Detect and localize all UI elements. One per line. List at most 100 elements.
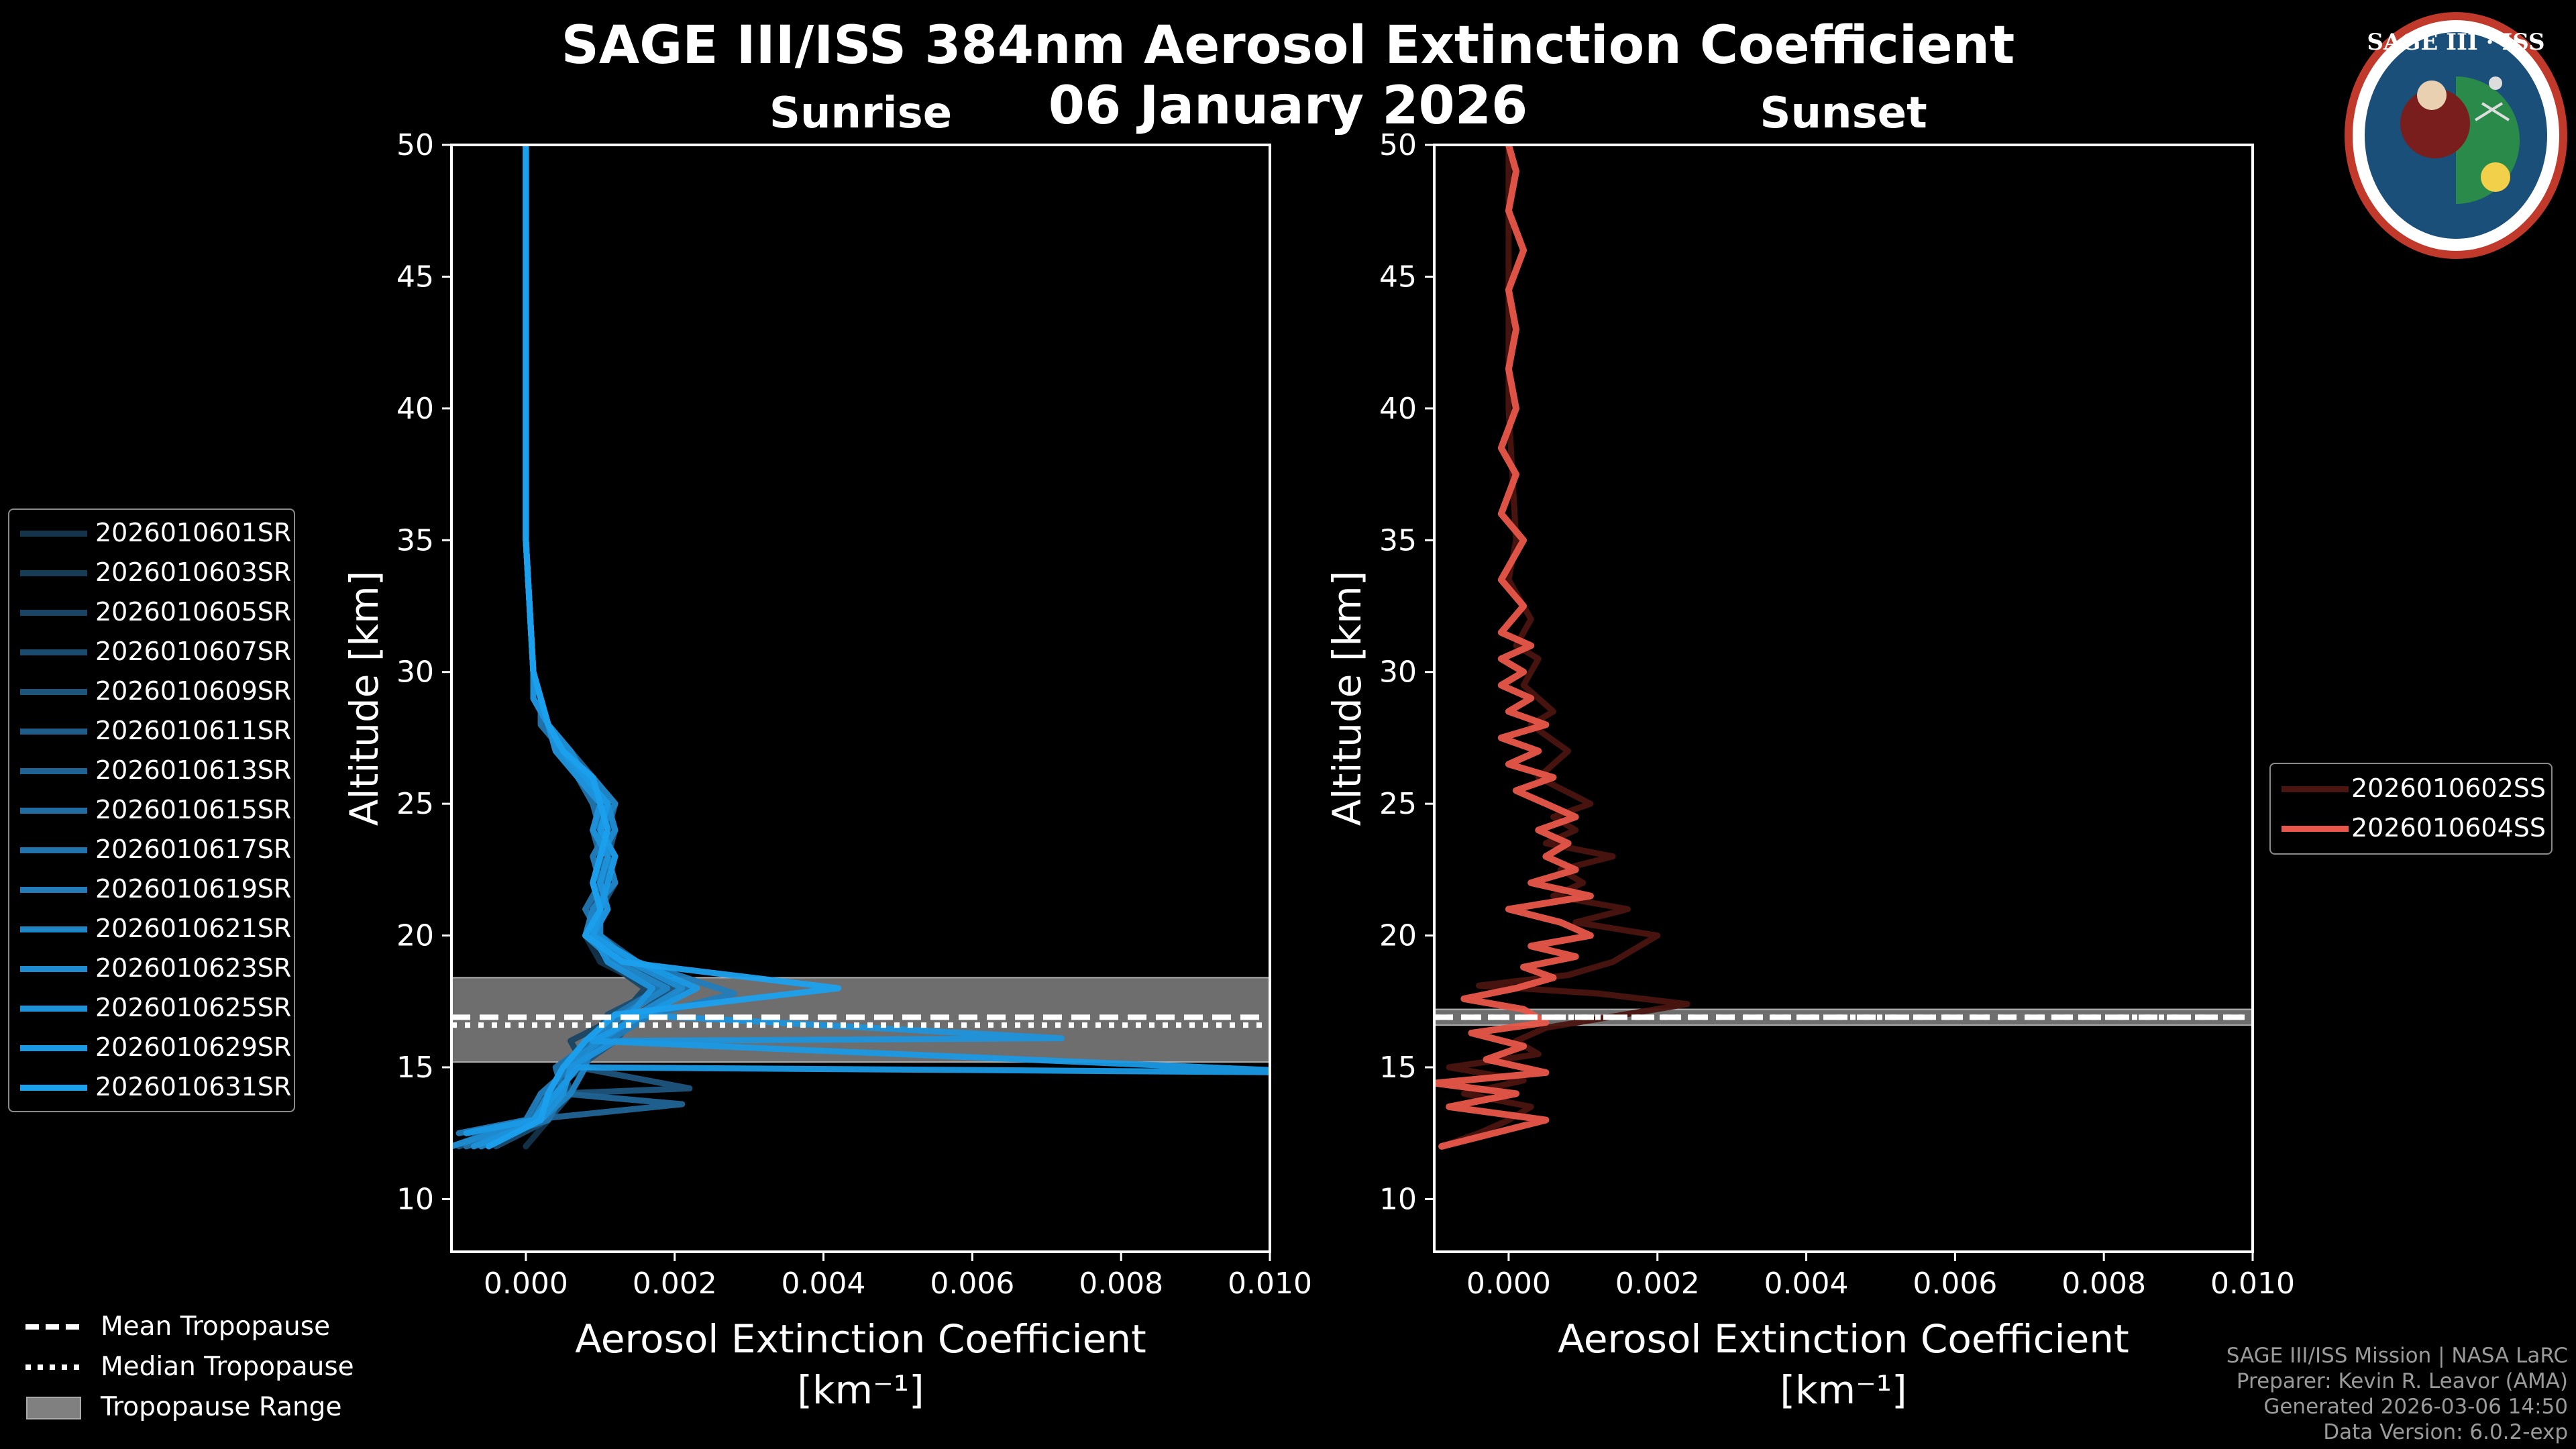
sunset-xtick-label-0: 0.000 [1466, 1267, 1551, 1301]
legend-swatch-2026010611SR [20, 729, 87, 735]
tropopause-range-label: Tropopause Range [101, 1392, 342, 1422]
sunrise-xtick-label-4: 0.008 [1079, 1267, 1163, 1301]
sunset-title: Sunset [1760, 89, 1927, 138]
sunrise-ylabel: Altitude [km] [341, 571, 387, 826]
legend-swatch-2026010621SR [20, 926, 87, 932]
legend-label-2026010603SR: 2026010603SR [95, 557, 292, 587]
sunset-ytick-label-45: 45 [1379, 260, 1417, 294]
mean-tropopause-label: Mean Tropopause [101, 1311, 331, 1342]
legend-label-2026010625SR: 2026010625SR [95, 993, 292, 1022]
credit-generated: Generated 2026-03-06 14:50 [2263, 1395, 2568, 1419]
median-tropopause-swatch [25, 1364, 82, 1370]
legend-entry-2026010609SR: 2026010609SR [9, 672, 294, 711]
legend-label-2026010604SS: 2026010604SS [2351, 813, 2546, 843]
legend-label-2026010611SR: 2026010611SR [95, 716, 292, 745]
sunset-xtick-label-4: 0.008 [2061, 1267, 2146, 1301]
sunset-xtick-label-5: 0.010 [2210, 1267, 2295, 1301]
sunrise-legend: 2026010601SR 2026010603SR 2026010605SR 2026… [8, 508, 295, 1112]
sunset-ylabel: Altitude [km] [1324, 571, 1370, 826]
sunrise-xtick-label-0: 0.000 [484, 1267, 568, 1301]
credits: SAGE III/ISS Mission | NASA LaRC Prepare… [2226, 1343, 2568, 1445]
legend-swatch-2026010609SR [20, 689, 87, 695]
sunrise-xlabel: Aerosol Extinction Coefficient [575, 1316, 1146, 1362]
sunrise-xtick-label-3: 0.006 [930, 1267, 1014, 1301]
sunset-axes-frame [1433, 144, 2254, 1253]
sunset-ytick-label-40: 40 [1379, 392, 1417, 426]
chart-title: SAGE III/ISS 384nm Aerosol Extinction Co… [561, 15, 2015, 76]
sunrise-ytick-label-15: 15 [396, 1051, 434, 1085]
credit-mission: SAGE III/ISS Mission | NASA LaRC [2226, 1344, 2568, 1368]
sunrise-series-2026010631SR [486, 145, 842, 1150]
sunrise-xtick-label-5: 0.010 [1228, 1267, 1312, 1301]
sunset-xtick-label-3: 0.006 [1913, 1267, 1997, 1301]
sunset-ytick-label-10: 10 [1379, 1182, 1417, 1216]
sunrise-xunit: [km⁻¹] [797, 1367, 924, 1413]
sunset-xtick-label-2: 0.004 [1764, 1267, 1849, 1301]
legend-label-2026010617SR: 2026010617SR [95, 835, 292, 864]
median-tropopause-label: Median Tropopause [101, 1352, 354, 1382]
legend-label-2026010621SR: 2026010621SR [95, 914, 292, 943]
legend-swatch-2026010607SR [20, 649, 87, 655]
sunrise-xtick-label-1: 0.002 [633, 1267, 717, 1301]
legend-entry-2026010613SR: 2026010613SR [9, 751, 294, 790]
legend-label-2026010631SR: 2026010631SR [95, 1072, 292, 1102]
sunset-ytick-label-15: 15 [1379, 1051, 1417, 1085]
legend-entry-2026010604SS: 2026010604SS [2271, 808, 2551, 848]
legend-label-2026010602SS: 2026010602SS [2351, 773, 2546, 803]
legend-entry-2026010601SR: 2026010601SR [9, 513, 294, 553]
sunrise-ytick-label-40: 40 [396, 392, 434, 426]
legend-swatch-2026010602SS [2282, 786, 2349, 792]
legend-swatch-2026010623SR [20, 966, 87, 972]
mean-tropopause-swatch [25, 1324, 82, 1330]
legend-entry-2026010611SR: 2026010611SR [9, 711, 294, 751]
legend-swatch-2026010629SR [20, 1045, 87, 1051]
legend-swatch-2026010617SR [20, 847, 87, 853]
legend-swatch-2026010613SR [20, 768, 87, 774]
sunset-ytick-label-35: 35 [1379, 523, 1417, 557]
sunrise-plot: 10 15 20 25 30 35 40 45 50 0.000 0.002 0.004 0.006 0.… [341, 128, 1312, 1413]
legend-label-2026010623SR: 2026010623SR [95, 953, 292, 983]
legend-swatch-2026010604SS [2282, 826, 2349, 832]
legend-label-2026010605SR: 2026010605SR [95, 597, 292, 627]
legend-entry-2026010615SR: 2026010615SR [9, 790, 294, 830]
sunset-ytick-label-20: 20 [1379, 919, 1417, 953]
legend-entry-2026010602SS: 2026010602SS [2271, 769, 2551, 808]
sunrise-xtick-label-2: 0.004 [782, 1267, 866, 1301]
sunrise-ytick-label-10: 10 [396, 1182, 434, 1216]
sunrise-plot-area [451, 145, 1270, 1150]
credit-preparer: Preparer: Kevin R. Leavor (AMA) [2236, 1369, 2568, 1393]
sunset-ytick-label-25: 25 [1379, 787, 1417, 821]
legend-label-2026010613SR: 2026010613SR [95, 755, 292, 785]
sunset-series-2026010604SS [1434, 145, 1594, 1150]
sunset-xunit: [km⁻¹] [1780, 1367, 1907, 1413]
sunrise-ytick-label-35: 35 [396, 523, 434, 557]
tropopause-range-swatch [26, 1397, 81, 1419]
legend-entry-2026010617SR: 2026010617SR [9, 830, 294, 869]
sunset-xtick-label-1: 0.002 [1615, 1267, 1700, 1301]
legend-label-2026010601SR: 2026010601SR [95, 518, 292, 547]
legend-label-2026010609SR: 2026010609SR [95, 676, 292, 706]
legend-label-2026010619SR: 2026010619SR [95, 874, 292, 904]
legend-entry-2026010607SR: 2026010607SR [9, 632, 294, 672]
sunset-ytick-label-30: 30 [1379, 655, 1417, 690]
credit-version: Data Version: 6.0.2-exp [2323, 1420, 2568, 1444]
sunset-legend: 2026010602SS 2026010604SS [2269, 763, 2553, 855]
legend-label-2026010615SR: 2026010615SR [95, 795, 292, 824]
legend-swatch-2026010615SR [20, 808, 87, 814]
legend-label-2026010629SR: 2026010629SR [95, 1032, 292, 1062]
legend-entry-2026010623SR: 2026010623SR [9, 949, 294, 988]
legend-swatch-2026010603SR [20, 570, 87, 576]
sunset-xlabel: Aerosol Extinction Coefficient [1558, 1316, 2129, 1362]
legend-swatch-2026010625SR [20, 1006, 87, 1012]
sunrise-title: Sunrise [769, 89, 953, 138]
sunset-ytick-label-50: 50 [1379, 128, 1417, 162]
sunrise-ytick-label-45: 45 [396, 260, 434, 294]
chart-date: 06 January 2026 [1048, 76, 1528, 136]
legend-swatch-2026010605SR [20, 610, 87, 616]
sunrise-axes-frame [450, 144, 1271, 1253]
legend-entry-2026010621SR: 2026010621SR [9, 909, 294, 949]
sunrise-ytick-label-25: 25 [396, 787, 434, 821]
legend-entry-2026010631SR: 2026010631SR [9, 1067, 294, 1107]
legend-swatch-2026010601SR [20, 531, 87, 537]
